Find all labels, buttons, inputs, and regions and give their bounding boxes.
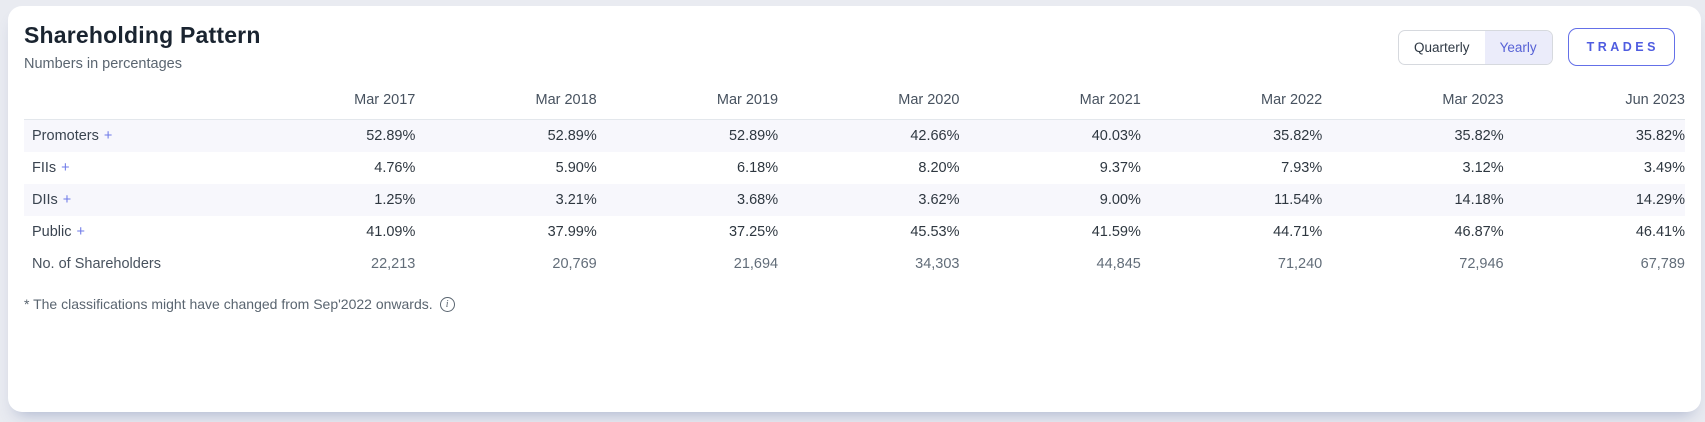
cell-value: 11.54%: [1274, 192, 1323, 208]
row-label[interactable]: FIIs +: [24, 152, 234, 184]
cell-value: 37.99%: [547, 224, 597, 240]
cell-value: 3.49%: [1643, 160, 1685, 176]
expand-plus-icon[interactable]: +: [103, 128, 113, 144]
table-row: Public +41.09% 37.99% 37.25% 45.53% 41.59% 44.…: [24, 216, 1685, 248]
cell-value: 3.12%: [1462, 160, 1504, 176]
toggle-quarterly[interactable]: Quarterly: [1399, 31, 1485, 64]
row-label[interactable]: DIIs +: [24, 184, 234, 216]
row-label-text: Public: [32, 224, 72, 240]
expand-plus-icon[interactable]: +: [62, 192, 72, 208]
column-header: Mar 2023: [1322, 86, 1504, 120]
cell-value: 22,213: [371, 256, 416, 272]
cell-value: 14.29%: [1635, 192, 1685, 208]
title-block: Shareholding Pattern Numbers in percenta…: [24, 22, 261, 72]
cell-value: 8.20%: [918, 160, 960, 176]
row-label-text: DIIs: [32, 192, 58, 208]
period-toggle: Quarterly Yearly: [1398, 29, 1553, 65]
column-header: Mar 2019: [596, 86, 779, 120]
cell-value: 3.62%: [918, 192, 960, 208]
cell-value: 52.89%: [366, 128, 416, 144]
column-header: Mar 2020: [778, 86, 960, 120]
trades-button[interactable]: TRADES: [1567, 28, 1675, 66]
cell-value: 44.71%: [1273, 224, 1323, 240]
cell-value: 45.53%: [910, 224, 960, 240]
column-header: Mar 2017: [234, 86, 416, 120]
cell-value: 20,769: [552, 256, 597, 272]
cell-value: 35.82%: [1635, 128, 1685, 144]
row-label-text: No. of Shareholders: [32, 256, 161, 272]
cell-value: 9.37%: [1099, 160, 1141, 176]
toggle-yearly[interactable]: Yearly: [1484, 30, 1552, 64]
cell-value: 72,946: [1459, 256, 1504, 272]
cell-value: 3.68%: [737, 192, 779, 208]
cell-value: 42.66%: [910, 128, 960, 144]
table-row: FIIs +4.76% 5.90% 6.18% 8.20% 9.37% 7.93% 3.12%…: [24, 152, 1685, 184]
column-header: Mar 2022: [1140, 86, 1323, 120]
cell-value: 71,240: [1277, 256, 1323, 272]
cell-value: 41.09%: [366, 224, 416, 240]
cell-value: 37.25%: [728, 224, 779, 240]
cell-value: 34,303: [915, 256, 960, 272]
row-label-text: FIIs: [32, 160, 57, 176]
table-body: Promoters +52.89% 52.89% 52.89% 42.66% 40.03%…: [24, 119, 1685, 281]
row-label-column-header: [24, 86, 234, 120]
cell-value: 46.87%: [1454, 224, 1504, 240]
shareholding-table: Mar 2017 Mar 2018 Mar 2019 Mar 2020 Mar 2021…: [24, 86, 1685, 280]
column-header: Jun 2023: [1503, 86, 1685, 120]
cell-value: 5.90%: [555, 160, 597, 176]
cell-value: 44,845: [1096, 256, 1141, 272]
cell-value: 21,694: [733, 256, 779, 272]
table-row: DIIs +1.25% 3.21% 3.68% 3.62% 9.00% 11.54% 14.1…: [24, 184, 1685, 216]
cell-value: 52.89%: [547, 128, 597, 144]
page-title: Shareholding Pattern: [24, 22, 261, 48]
cell-value: 7.93%: [1281, 160, 1323, 176]
cell-value: 6.18%: [737, 160, 779, 176]
cell-value: 14.18%: [1454, 192, 1504, 208]
cell-value: 52.89%: [728, 128, 779, 144]
footnote: * The classifications might have changed…: [24, 296, 1685, 312]
cell-value: 40.03%: [1091, 128, 1141, 144]
cell-value: 46.41%: [1635, 224, 1685, 240]
cell-value: 9.00%: [1099, 192, 1141, 208]
expand-plus-icon[interactable]: +: [61, 160, 70, 176]
footnote-text: * The classifications might have changed…: [24, 296, 433, 312]
cell-value: 35.82%: [1454, 128, 1504, 144]
row-label-text: Promoters: [32, 128, 99, 144]
header-controls: Quarterly Yearly TRADES: [1398, 28, 1675, 66]
info-icon[interactable]: i: [439, 296, 455, 312]
table-row: Promoters +52.89% 52.89% 52.89% 42.66% 40.03%…: [24, 119, 1685, 153]
shareholding-pattern-card: Shareholding Pattern Numbers in percenta…: [8, 6, 1701, 412]
cell-value: 67,789: [1640, 256, 1685, 272]
row-label[interactable]: Promoters +: [24, 120, 234, 153]
row-label[interactable]: Public +: [24, 216, 234, 248]
cell-value: 3.21%: [555, 192, 597, 208]
column-header: Mar 2018: [415, 86, 597, 120]
table-row: No. of Shareholders 22,213 20,769 21,694 34,…: [24, 248, 1685, 280]
page-subtitle: Numbers in percentages: [24, 56, 182, 72]
cell-value: 41.59%: [1091, 224, 1141, 240]
expand-plus-icon[interactable]: +: [76, 224, 85, 240]
row-label: No. of Shareholders: [24, 248, 234, 280]
column-header: Mar 2021: [959, 86, 1141, 120]
cell-value: 35.82%: [1273, 128, 1323, 144]
card-header: Shareholding Pattern Numbers in percenta…: [24, 22, 1685, 72]
table-header-row: Mar 2017 Mar 2018 Mar 2019 Mar 2020 Mar 2021…: [24, 86, 1685, 120]
cell-value: 1.25%: [374, 192, 416, 208]
cell-value: 4.76%: [374, 160, 416, 176]
